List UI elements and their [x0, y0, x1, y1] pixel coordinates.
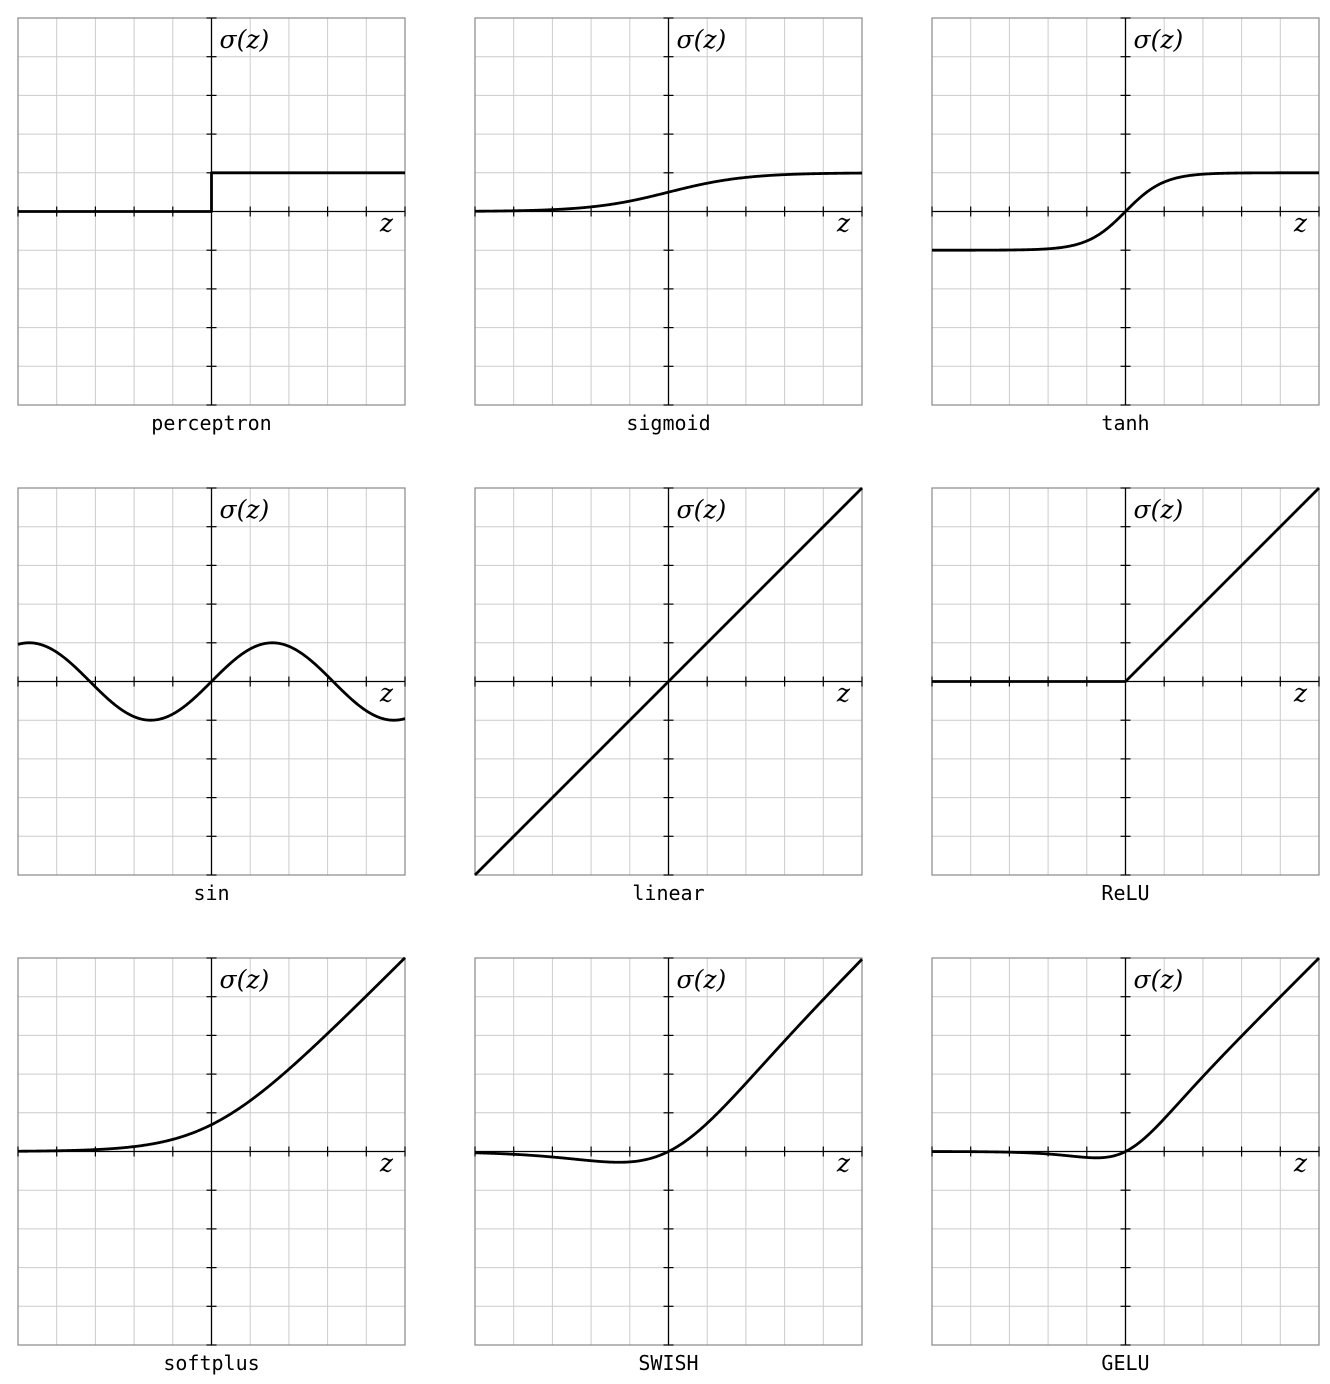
x-axis-label: z	[836, 1149, 851, 1178]
x-axis-label: z	[1293, 1149, 1308, 1178]
y-axis-label: σ(z)	[677, 25, 727, 54]
series-line-gelu	[931, 957, 1320, 1160]
y-axis-label: σ(z)	[677, 965, 727, 994]
series-line-step	[18, 171, 405, 213]
y-axis-label: σ(z)	[1134, 25, 1184, 54]
y-axis-label: σ(z)	[220, 25, 270, 54]
chart-panel-sigmoid: σ(z) z sigmoid	[474, 17, 863, 435]
chart-panel-tanh: σ(z) z tanh	[931, 17, 1320, 435]
series-line-softplus	[17, 956, 406, 1153]
x-axis-label: z	[1293, 679, 1308, 708]
panel-title: SWISH	[638, 1351, 698, 1375]
x-axis-label: z	[379, 209, 394, 238]
panel-title: perceptron	[151, 411, 271, 435]
y-axis-label: σ(z)	[1134, 965, 1184, 994]
chart-panel-softplus: σ(z) z softplus	[17, 956, 406, 1375]
panel-title: sigmoid	[626, 411, 710, 435]
chart-panel-swish: σ(z) z SWISH	[474, 957, 863, 1375]
series-line-sigmoid	[474, 171, 863, 213]
chart-panel-step: σ(z) z perceptron	[17, 17, 406, 435]
chart-panel-linear: σ(z) z linear	[474, 487, 863, 905]
chart-panel-relu: σ(z) z ReLU	[931, 487, 1320, 905]
y-axis-label: σ(z)	[1134, 495, 1184, 524]
series-line-tanh	[931, 171, 1320, 252]
y-axis-label: σ(z)	[220, 965, 270, 994]
series-line-swish	[474, 958, 863, 1164]
chart-panel-sin: σ(z) z sin	[17, 487, 406, 905]
panel-title: GELU	[1101, 1351, 1149, 1375]
panel-title: softplus	[163, 1351, 259, 1375]
panel-title: linear	[632, 881, 704, 905]
x-axis-label: z	[379, 1149, 394, 1178]
y-axis-label: σ(z)	[677, 495, 727, 524]
series-line-linear	[474, 487, 863, 876]
x-axis-label: z	[379, 679, 394, 708]
x-axis-label: z	[836, 679, 851, 708]
x-axis-label: z	[836, 209, 851, 238]
series-line-sin	[17, 641, 406, 722]
chart-panel-gelu: σ(z) z GELU	[931, 957, 1320, 1375]
panel-title: sin	[193, 881, 229, 905]
panel-title: ReLU	[1101, 881, 1149, 905]
panel-title: tanh	[1101, 411, 1149, 435]
series-line-relu	[931, 487, 1320, 683]
y-axis-label: σ(z)	[220, 495, 270, 524]
x-axis-label: z	[1293, 209, 1308, 238]
